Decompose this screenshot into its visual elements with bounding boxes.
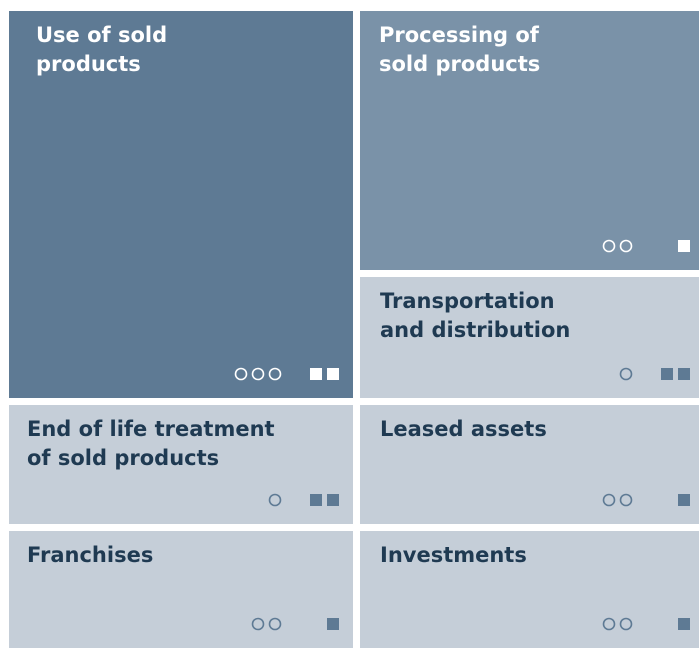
tile: Transportation and distribution <box>360 277 699 398</box>
circle-icon <box>268 367 282 381</box>
tile-label: Leased assets <box>380 417 547 441</box>
circle-icon <box>602 239 616 253</box>
square-icon <box>310 368 322 380</box>
tile-label: Processing of sold products <box>379 23 541 76</box>
square-icon <box>661 368 673 380</box>
tile: Processing of sold products <box>360 11 699 270</box>
square-icon <box>327 618 339 630</box>
tile-label: Franchises <box>27 543 154 567</box>
circle-icon <box>234 367 248 381</box>
circle-icon <box>619 239 633 253</box>
circle-icon <box>602 617 616 631</box>
tile: Franchises <box>9 531 353 648</box>
square-icon <box>327 494 339 506</box>
indicator-icons <box>602 239 690 253</box>
square-icon <box>678 618 690 630</box>
indicator-icons <box>602 617 690 631</box>
square-icon <box>310 494 322 506</box>
tile-label: Transportation and distribution <box>380 289 571 342</box>
indicator-icons <box>234 367 339 381</box>
circle-icon <box>251 617 265 631</box>
square-icon <box>678 368 690 380</box>
indicator-icons <box>251 617 339 631</box>
indicator-icons <box>619 367 690 381</box>
tile-label: Use of sold products <box>36 23 168 76</box>
tile: Use of sold products <box>9 11 353 398</box>
circle-icon <box>602 493 616 507</box>
circle-icon <box>619 493 633 507</box>
tile-label: End of life treatment of sold products <box>27 417 275 470</box>
indicator-icons <box>268 493 339 507</box>
circle-icon <box>268 493 282 507</box>
tile: Investments <box>360 531 699 648</box>
indicator-icons <box>602 493 690 507</box>
tile: End of life treatment of sold products <box>9 405 353 524</box>
circle-icon <box>268 617 282 631</box>
square-icon <box>678 240 690 252</box>
square-icon <box>678 494 690 506</box>
circle-icon <box>619 367 633 381</box>
circle-icon <box>619 617 633 631</box>
tile: Leased assets <box>360 405 699 524</box>
circle-icon <box>251 367 265 381</box>
square-icon <box>327 368 339 380</box>
tile-label: Investments <box>380 543 527 567</box>
